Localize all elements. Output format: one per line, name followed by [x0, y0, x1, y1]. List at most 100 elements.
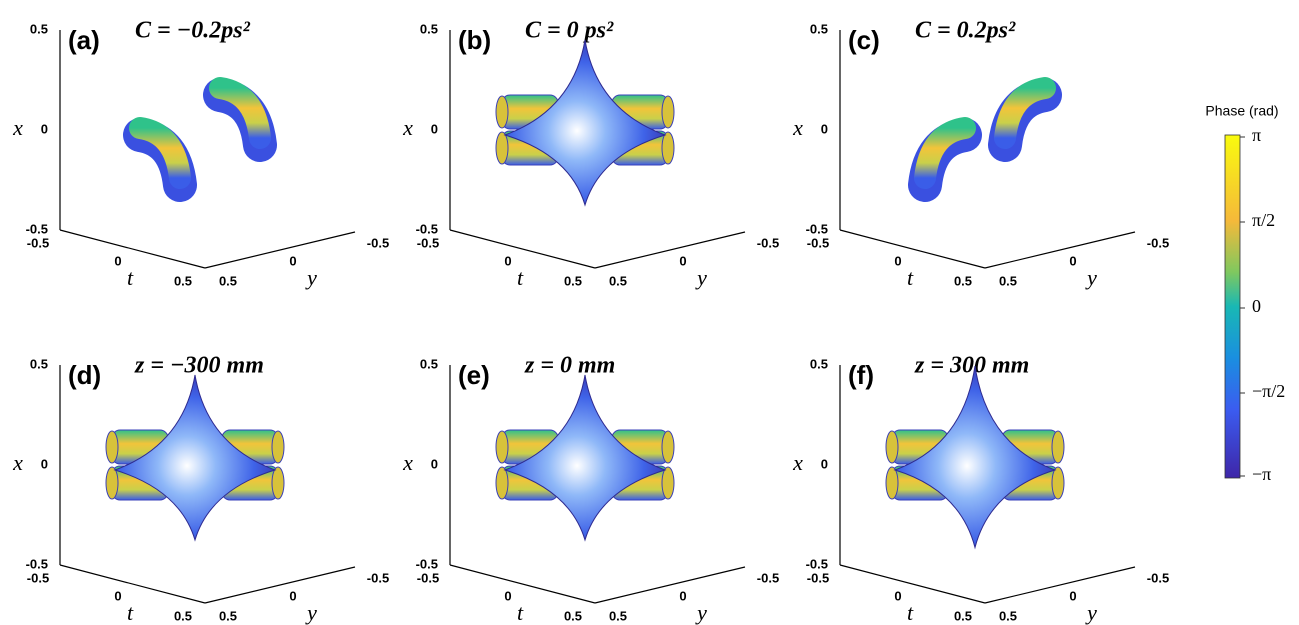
- tube-end: [662, 431, 674, 463]
- y-axis-label: y: [305, 600, 317, 625]
- t-tick-label: -0.5: [27, 235, 49, 250]
- x-axis-label: x: [792, 115, 803, 140]
- x-tick-label: -0.5: [26, 556, 48, 571]
- x-tick-label: 0: [431, 456, 438, 471]
- x-tick-label: 0.5: [30, 21, 48, 36]
- x-axis-label: x: [402, 450, 413, 475]
- t-tick-label: 0: [504, 253, 511, 268]
- tube-end: [496, 431, 508, 463]
- x-tick-label: -0.5: [806, 221, 828, 236]
- x-tick-label: -0.5: [416, 556, 438, 571]
- x-tick-label: -0.5: [416, 221, 438, 236]
- x-tick-label: -0.5: [806, 556, 828, 571]
- tube-end: [662, 467, 674, 499]
- panel-label: (e): [458, 360, 490, 390]
- t-axis-label: t: [907, 265, 914, 290]
- t-axis-label: t: [907, 600, 914, 625]
- tube-end: [496, 96, 508, 128]
- y-tick-label: 0.5: [999, 273, 1017, 288]
- y-tick-label: 0.5: [219, 273, 237, 288]
- x-tick-label: 0: [821, 456, 828, 471]
- panel-title: z = 300 mm: [914, 353, 1029, 379]
- tube-end: [1052, 431, 1064, 463]
- y-tick-label: 0: [289, 588, 296, 603]
- y-tick-label: 0: [679, 588, 686, 603]
- t-tick-label: 0.5: [954, 608, 972, 623]
- t-tick-label: 0.5: [174, 608, 192, 623]
- tube-end: [496, 467, 508, 499]
- colorbar: [1225, 135, 1240, 478]
- colorbar-title: Phase (rad): [1205, 103, 1278, 119]
- colorbar-tick-label: −π/2: [1252, 381, 1285, 401]
- panel-title: z = 0 mm: [524, 353, 615, 379]
- t-tick-label: -0.5: [417, 235, 439, 250]
- y-tick-label: -0.5: [757, 570, 779, 585]
- x-tick-label: 0.5: [420, 356, 438, 371]
- y-axis-label: y: [695, 265, 707, 290]
- t-axis: [450, 230, 595, 268]
- colorbar-tick-label: π: [1252, 125, 1261, 145]
- y-tick-label: 0.5: [219, 608, 237, 623]
- t-axis: [60, 230, 205, 268]
- panel: 0.50-0.5-0.500.50.50-0.5xty(b)C = 0 ps²: [402, 18, 779, 291]
- y-tick-label: -0.5: [367, 235, 389, 250]
- x-tick-label: 0: [41, 121, 48, 136]
- t-tick-label: 0: [894, 253, 901, 268]
- panel-label: (b): [458, 25, 491, 55]
- panel-label: (f): [848, 360, 874, 390]
- colorbar-tick-label: −π: [1252, 464, 1271, 484]
- panel: 0.50-0.5-0.500.50.50-0.5xty(e)z = 0 mm: [402, 353, 779, 625]
- tube-end: [886, 467, 898, 499]
- y-axis-label: y: [1085, 600, 1097, 625]
- x-axis-label: x: [402, 115, 413, 140]
- x-tick-label: 0.5: [30, 356, 48, 371]
- y-axis: [205, 232, 355, 268]
- y-axis-label: y: [305, 265, 317, 290]
- colorbar-tick-label: π/2: [1252, 210, 1275, 230]
- x-tick-label: 0.5: [420, 21, 438, 36]
- y-tick-label: -0.5: [757, 235, 779, 250]
- y-axis: [985, 232, 1135, 268]
- tube-end: [272, 467, 284, 499]
- colorbar-tick-label: 0: [1252, 296, 1261, 316]
- tube-end: [662, 96, 674, 128]
- y-axis-label: y: [695, 600, 707, 625]
- t-tick-label: 0.5: [174, 273, 192, 288]
- x-tick-label: 0: [431, 121, 438, 136]
- y-tick-label: 0: [1069, 588, 1076, 603]
- y-tick-label: 0.5: [609, 608, 627, 623]
- y-axis: [985, 567, 1135, 603]
- y-tick-label: -0.5: [1147, 570, 1169, 585]
- t-tick-label: 0: [504, 588, 511, 603]
- x-tick-label: 0.5: [810, 21, 828, 36]
- figure: Phase (rad) 0.50-0.5-0.500.50.50-0.5xty(…: [0, 0, 1299, 625]
- y-axis: [595, 567, 745, 603]
- tube-end: [272, 431, 284, 463]
- t-axis-label: t: [127, 265, 134, 290]
- t-axis-label: t: [127, 600, 134, 625]
- t-axis-label: t: [517, 600, 524, 625]
- t-tick-label: -0.5: [807, 235, 829, 250]
- t-tick-label: 0: [894, 588, 901, 603]
- y-tick-label: 0: [679, 253, 686, 268]
- panel-label: (c): [848, 25, 880, 55]
- x-axis-label: x: [12, 115, 23, 140]
- t-tick-label: 0: [114, 253, 121, 268]
- y-tick-label: 0: [1069, 253, 1076, 268]
- t-tick-label: 0: [114, 588, 121, 603]
- tube-end: [886, 431, 898, 463]
- y-axis-label: y: [1085, 265, 1097, 290]
- t-tick-label: 0.5: [564, 273, 582, 288]
- y-tick-label: 0.5: [609, 273, 627, 288]
- y-tick-label: 0: [289, 253, 296, 268]
- t-axis: [840, 565, 985, 603]
- t-axis-label: t: [517, 265, 524, 290]
- panel-title: z = −300 mm: [134, 353, 264, 379]
- x-axis-label: x: [792, 450, 803, 475]
- tube-end: [106, 467, 118, 499]
- panel-label: (a): [68, 25, 100, 55]
- y-axis: [595, 232, 745, 268]
